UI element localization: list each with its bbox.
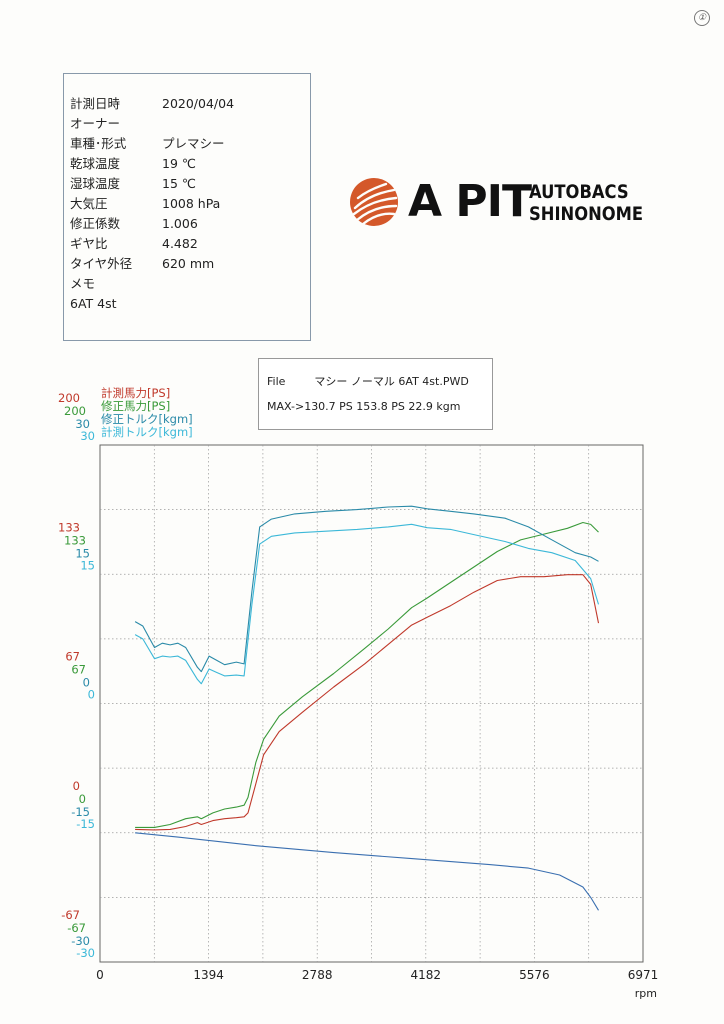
y-tick-label: 200 bbox=[64, 404, 86, 418]
file-line: File マシー ノーマル 6AT 4st.PWD bbox=[267, 373, 469, 389]
info-row: 湿球温度 15 ℃ bbox=[70, 174, 196, 194]
info-label: タイヤ外径 bbox=[70, 256, 133, 271]
series-line-1 bbox=[135, 521, 599, 828]
measurement-info-panel: 計測日時 2020/04/04 オーナー 車種･形式 プレマシー 乾球温度 19 ℃ … bbox=[63, 73, 311, 341]
file-info-box: File マシー ノーマル 6AT 4st.PWD MAX->130.7 PS … bbox=[258, 358, 493, 430]
info-value: 2020/04/04 bbox=[162, 96, 235, 111]
x-tick-label: 1394 bbox=[193, 968, 224, 982]
info-label: 乾球温度 bbox=[70, 156, 121, 171]
logo-subtitle-shinonome: SHINONOME bbox=[529, 203, 644, 225]
y-tick-label: 0 bbox=[88, 688, 95, 702]
info-label: オーナー bbox=[70, 116, 121, 131]
y-tick-label: 0 bbox=[73, 779, 80, 793]
series-line-0 bbox=[135, 574, 600, 831]
y-tick-label: -67 bbox=[67, 921, 86, 935]
info-label: 修正係数 bbox=[70, 216, 121, 231]
page-number-mark: ① bbox=[694, 10, 710, 26]
file-label: File bbox=[267, 375, 286, 388]
legend-label: 修正トルク[kgm] bbox=[101, 412, 193, 426]
y-tick-label: 30 bbox=[75, 417, 90, 431]
y-tick-label: -15 bbox=[76, 817, 95, 831]
info-label: メモ bbox=[70, 276, 96, 291]
series-line-2 bbox=[134, 505, 599, 673]
info-row: 大気圧 1008 hPa bbox=[70, 194, 220, 214]
legend-label: 計測トルク[kgm] bbox=[101, 425, 193, 439]
y-tick-label: -30 bbox=[71, 934, 90, 948]
info-label: 6AT 4st bbox=[70, 296, 117, 311]
info-row: 乾球温度 19 ℃ bbox=[70, 154, 196, 174]
info-value: 1.006 bbox=[162, 216, 198, 231]
info-row: 6AT 4st bbox=[70, 294, 162, 314]
y-tick-label: 15 bbox=[75, 546, 90, 560]
x-axis-unit: rpm bbox=[635, 987, 657, 1000]
info-row: 計測日時 2020/04/04 bbox=[70, 94, 234, 114]
info-row: 修正係数 1.006 bbox=[70, 214, 198, 234]
info-value: 19 ℃ bbox=[162, 156, 196, 171]
info-value: 1008 hPa bbox=[162, 196, 221, 211]
x-tick-label: 6971 bbox=[628, 968, 659, 982]
y-tick-label: 0 bbox=[83, 676, 90, 690]
y-tick-label: 15 bbox=[80, 558, 95, 572]
x-tick-label: 0 bbox=[96, 968, 104, 982]
apit-logo: A PIT AUTOBACS SHINONOME bbox=[348, 176, 658, 232]
info-row: ギヤ比 4.482 bbox=[70, 234, 198, 254]
info-label: 大気圧 bbox=[70, 196, 108, 211]
y-tick-label: 0 bbox=[79, 792, 86, 806]
info-label: 湿球温度 bbox=[70, 176, 121, 191]
y-tick-label: -15 bbox=[71, 805, 90, 819]
info-value: 4.482 bbox=[162, 236, 198, 251]
series-line-3 bbox=[134, 523, 600, 685]
legend-label: 計測馬力[PS] bbox=[101, 386, 170, 400]
legend-label: 修正馬力[PS] bbox=[101, 399, 170, 413]
info-row: メモ bbox=[70, 274, 162, 294]
info-row: タイヤ外径 620 mm bbox=[70, 254, 214, 274]
info-label: 車種･形式 bbox=[70, 136, 127, 151]
info-value: プレマシー bbox=[162, 136, 225, 151]
y-tick-label: 133 bbox=[58, 520, 80, 534]
y-tick-label: 200 bbox=[58, 391, 80, 405]
series-line-4 bbox=[135, 832, 599, 911]
info-row: 車種･形式 プレマシー bbox=[70, 134, 225, 154]
logo-subtitle-autobacs: AUTOBACS bbox=[529, 181, 629, 203]
max-values-line: MAX->130.7 PS 153.8 PS 22.9 kgm bbox=[267, 400, 461, 413]
info-row: オーナー bbox=[70, 114, 162, 134]
y-tick-label: -30 bbox=[76, 946, 95, 960]
info-value: 620 mm bbox=[162, 256, 215, 271]
x-tick-label: 5576 bbox=[519, 968, 550, 982]
info-label: 計測日時 bbox=[70, 96, 121, 111]
y-tick-label: -67 bbox=[61, 908, 80, 922]
info-label: ギヤ比 bbox=[70, 236, 108, 251]
logo-emblem-icon bbox=[350, 178, 398, 226]
y-tick-label: 67 bbox=[65, 650, 80, 664]
file-name: マシー ノーマル 6AT 4st.PWD bbox=[314, 375, 469, 388]
info-value: 15 ℃ bbox=[162, 176, 196, 191]
y-tick-label: 67 bbox=[71, 663, 86, 677]
logo-wordmark: A PIT bbox=[408, 176, 532, 227]
y-tick-label: 133 bbox=[64, 533, 86, 547]
x-tick-label: 4182 bbox=[411, 968, 442, 982]
x-tick-label: 2788 bbox=[302, 968, 333, 982]
y-tick-label: 30 bbox=[80, 429, 95, 443]
